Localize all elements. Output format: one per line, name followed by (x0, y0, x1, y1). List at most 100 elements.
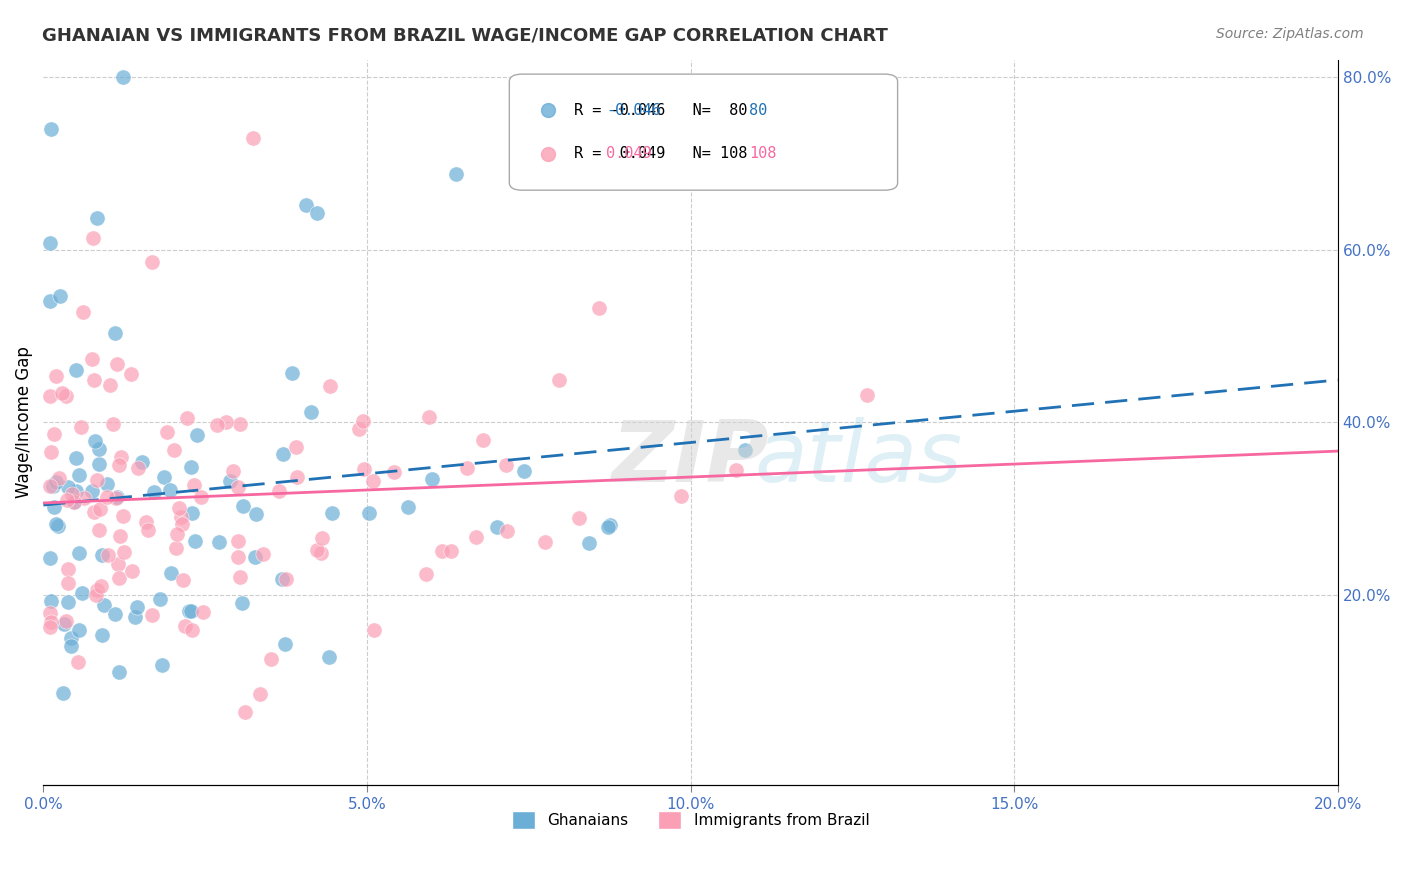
Point (67, 624, 90, 638)
Point (67, 468, 90, 483)
Point (396, 500, 419, 514)
Point (285, 440, 308, 454)
Point (89, 502, 111, 516)
Point (578, 536, 600, 550)
Point (82, 231, 104, 245)
Point (281, 366, 304, 380)
Point (165, 541, 187, 555)
Point (38, 606, 60, 620)
Point (496, 524, 519, 539)
Point (184, 534, 207, 549)
Point (58, 575, 80, 590)
Point (56, 595, 79, 609)
Point (141, 254, 163, 268)
Text: 0.049: 0.049 (606, 146, 652, 161)
Point (294, 197, 316, 211)
Point (465, 530, 488, 544)
Point (226, 480, 249, 494)
Point (568, 511, 591, 525)
Point (39, 121, 62, 136)
Point (98, 378, 121, 392)
Point (82, 351, 104, 366)
Point (89, 442, 111, 456)
Point (274, 572, 297, 586)
Point (456, 461, 478, 475)
Point (219, 475, 242, 489)
Point (69, 420, 91, 434)
Point (65, 363, 87, 377)
Point (271, 447, 294, 461)
Point (48, 519, 70, 533)
Point (72, 305, 94, 319)
Point (104, 491, 127, 505)
Point (231, 596, 253, 610)
Point (418, 410, 440, 425)
Point (135, 515, 157, 529)
Point (271, 572, 294, 586)
Point (172, 516, 194, 531)
Point (486, 520, 509, 534)
Point (69, 546, 91, 560)
Point (87, 523, 110, 537)
Point (120, 367, 142, 381)
Point (70, 586, 93, 600)
Point (112, 70, 135, 84)
Point (55, 614, 77, 628)
Point (38, 389, 60, 403)
Point (107, 557, 129, 571)
Point (127, 600, 149, 615)
Point (252, 547, 274, 561)
Point (84, 588, 107, 602)
Point (59, 632, 82, 646)
Point (440, 544, 463, 558)
Point (363, 623, 385, 637)
Point (172, 573, 194, 587)
Point (44, 500, 66, 515)
Point (51, 386, 73, 401)
Point (534, 535, 557, 549)
Point (176, 411, 198, 425)
Point (59, 639, 82, 653)
Point (311, 531, 333, 545)
Point (180, 604, 202, 618)
Point (547, 373, 569, 387)
Point (215, 415, 238, 429)
Point (357, 507, 380, 521)
Point (80, 484, 103, 499)
Point (45, 475, 67, 489)
Point (96, 477, 118, 491)
Point (86, 211, 108, 226)
Point (269, 483, 291, 498)
Point (167, 500, 190, 515)
Point (56, 480, 79, 494)
Point (48, 471, 70, 485)
Point (45, 516, 67, 531)
Point (112, 545, 135, 559)
Text: -0.046: -0.046 (606, 103, 661, 118)
Point (38, 236, 60, 251)
Point (305, 206, 328, 220)
Point (193, 605, 215, 619)
Point (285, 469, 308, 483)
Point (62, 495, 84, 509)
Text: Source: ZipAtlas.com: Source: ZipAtlas.com (1216, 27, 1364, 41)
Point (108, 571, 131, 585)
Text: GHANAIAN VS IMMIGRANTS FROM BRAZIL WAGE/INCOME GAP CORRELATION CHART: GHANAIAN VS IMMIGRANTS FROM BRAZIL WAGE/… (42, 27, 889, 45)
Point (856, 388, 879, 402)
Point (143, 484, 166, 499)
Text: R = -0.046   N=  80: R = -0.046 N= 80 (574, 103, 748, 118)
Point (149, 591, 172, 606)
Point (163, 442, 186, 457)
Point (229, 570, 252, 584)
Point (349, 422, 371, 436)
Point (105, 490, 128, 504)
Point (420, 472, 443, 486)
Point (181, 506, 204, 520)
Point (86, 473, 108, 487)
Point (229, 417, 252, 432)
Point (91, 548, 114, 562)
Point (183, 478, 205, 492)
Point (430, 543, 453, 558)
Point (181, 623, 204, 637)
Point (112, 509, 135, 524)
